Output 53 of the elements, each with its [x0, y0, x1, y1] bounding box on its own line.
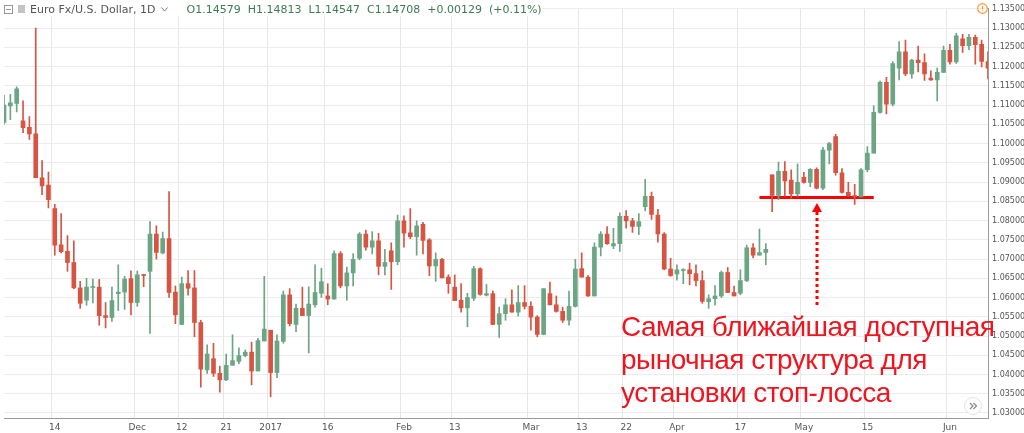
- x-tick-label: 13: [449, 421, 461, 432]
- candlestick: [20, 100, 26, 134]
- y-tick-label: 1.12500: [992, 42, 1024, 52]
- x-tick-label: Apr: [669, 421, 686, 432]
- x-tick-label: 16: [322, 421, 334, 432]
- y-tick-label: 1.10000: [992, 138, 1024, 148]
- y-tick-label: 1.05000: [992, 331, 1024, 341]
- y-tick-label: 1.11500: [992, 80, 1024, 90]
- y-tick-label: 1.09000: [992, 177, 1024, 187]
- y-tick-label: 1.06000: [992, 292, 1024, 302]
- candlestick: [115, 264, 121, 311]
- x-tick-label: 17: [734, 421, 747, 432]
- chart-subtitle: O1.14579 H1.14813 L1.14547 C1.14708 +0.00129 (+0.11%): [186, 2, 542, 16]
- candlestick: [90, 278, 96, 304]
- candlestick: [261, 276, 267, 342]
- candlestick: [388, 242, 394, 290]
- y-tick-label: 1.08500: [992, 196, 1024, 206]
- y-tick-label: 1.03000: [992, 408, 1024, 418]
- x-tick-label: 21: [220, 421, 232, 432]
- chart-title: Euro Fx/U.S. Dollar, 1D: [30, 2, 156, 16]
- candlestick: [58, 213, 64, 254]
- x-tick-label: 2017: [259, 421, 283, 432]
- x-tick-label: Dec: [128, 421, 147, 432]
- x-tick-label: 14: [49, 421, 61, 432]
- y-tick-label: 1.11000: [992, 100, 1024, 110]
- x-tick-label: Mar: [522, 421, 540, 432]
- candlestick: [382, 249, 388, 276]
- y-tick-label: 1.04000: [992, 369, 1024, 379]
- x-tick-label: 22: [620, 421, 632, 432]
- x-tick-label: May: [794, 421, 814, 432]
- y-tick-label: 1.07000: [992, 254, 1024, 264]
- x-tick-label: 12: [176, 421, 188, 432]
- y-tick-label: 1.09500: [992, 157, 1024, 167]
- y-tick-label: 1.10500: [992, 119, 1024, 129]
- candlestick: [680, 268, 686, 284]
- candlestick: [433, 252, 439, 282]
- y-tick-label: 1.13500: [992, 3, 1024, 13]
- y-tick-label: 1.07500: [992, 234, 1024, 244]
- y-tick-label: 1.03500: [992, 388, 1024, 398]
- candlestick: [706, 294, 711, 309]
- x-tick-label: Feb: [395, 421, 413, 432]
- y-tick-label: 1.12000: [992, 61, 1024, 71]
- candlestick: [185, 270, 191, 296]
- y-tick-label: 1.06500: [992, 273, 1024, 283]
- candlestick: [306, 286, 312, 354]
- y-tick-label: 1.08000: [992, 215, 1024, 225]
- x-tick-label: 15: [861, 421, 874, 432]
- y-tick-label: 1.13000: [992, 23, 1024, 33]
- y-tick-label: 1.05500: [992, 311, 1024, 321]
- y-tick-label: 1.04500: [992, 350, 1024, 360]
- candlestick: [407, 208, 413, 239]
- x-tick-label: 13: [575, 421, 588, 432]
- x-tick-label: Jun: [941, 421, 957, 432]
